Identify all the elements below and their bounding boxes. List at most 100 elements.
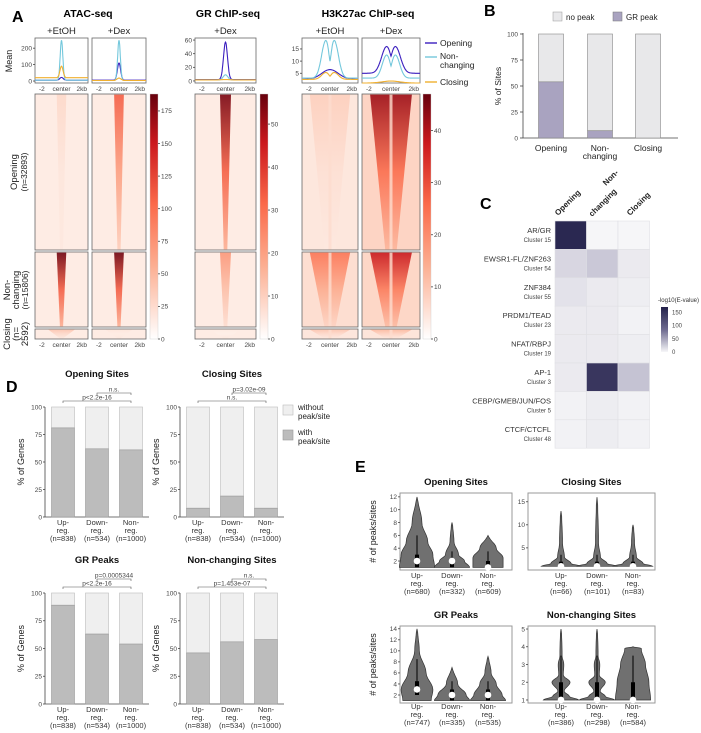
legend-label: peak/site — [298, 437, 331, 446]
y-tick-label: 15 — [292, 46, 300, 53]
legend-label: peak/site — [298, 412, 331, 421]
heatmap-cell — [586, 305, 619, 335]
colorbar-tick-label: 0 — [434, 336, 438, 343]
heatmap-cell — [617, 362, 650, 392]
colorbar-tick-label: 175 — [161, 108, 172, 115]
x-category-label: reg. — [591, 710, 604, 719]
y-tick-label: 60 — [185, 37, 193, 44]
heatmap-cell — [554, 249, 587, 279]
column-label: Closing — [625, 190, 652, 217]
profile-ylabel: Mean — [4, 50, 14, 73]
y-tick-label: 75 — [511, 57, 519, 64]
y-axis-label: # of peaks/sites — [368, 633, 378, 696]
heatmap-center-dip — [389, 94, 393, 250]
heatmap-center-dip — [328, 94, 332, 250]
motif-cluster: Cluster 15 — [524, 238, 552, 244]
bar-without-peak — [119, 406, 143, 451]
y-tick-label: 25 — [511, 109, 519, 116]
y-tick-label: 0 — [173, 701, 177, 708]
x-category-label: Up- — [192, 705, 205, 714]
x-category-label: (n=332) — [439, 587, 466, 596]
significance-bracket — [197, 586, 267, 589]
heatmap-cell — [586, 362, 619, 392]
x-tick-label: -2 — [199, 342, 205, 349]
y-tick-label: 25 — [170, 674, 178, 681]
profile-line-closing — [92, 77, 146, 82]
y-tick-label: 75 — [35, 432, 43, 439]
colorbar-tick-label: 10 — [434, 284, 442, 291]
colorbar-tick-label: 40 — [271, 164, 279, 171]
y-tick-label: 2 — [393, 558, 397, 565]
y-tick-label: 75 — [35, 618, 43, 625]
y-tick-label: 25 — [35, 487, 43, 494]
x-tick-label: center — [216, 342, 235, 349]
heatmap-cell — [617, 220, 650, 250]
x-category-label: Down- — [441, 702, 463, 711]
heatmap-signal — [114, 94, 124, 250]
row-group-label: Opening — [9, 154, 20, 190]
heatmap-center-dip — [328, 252, 332, 327]
p-value-label: p=0.0005344 — [95, 573, 134, 580]
x-category-label: reg. — [260, 526, 273, 535]
x-category-label: (n=838) — [50, 721, 77, 730]
violin — [576, 497, 618, 567]
x-category-label: reg. — [446, 579, 459, 588]
x-category-label: Down- — [586, 702, 608, 711]
x-category-label: (n=838) — [185, 534, 212, 543]
x-tick-label: -2 — [96, 342, 102, 349]
profile-line-closing — [302, 72, 358, 80]
x-category-label: Up- — [411, 702, 424, 711]
x-tick-label: -2 — [306, 342, 312, 349]
x-category-label: (n=101) — [584, 587, 611, 596]
heatmap-cell — [554, 391, 587, 421]
profile-line-non-changing — [302, 39, 358, 79]
significance-bracket — [62, 400, 132, 403]
heatmap-cell — [586, 391, 619, 421]
bar-with-peak — [186, 507, 210, 518]
colorbar-tick-label: 150 — [161, 141, 172, 148]
motif-cluster: Cluster 3 — [527, 380, 552, 386]
motif-name: AP-1 — [534, 368, 551, 377]
y-tick-label: 0 — [38, 701, 42, 708]
y-tick-label: 0 — [38, 514, 42, 521]
heatmap-cell — [617, 419, 650, 449]
column-label: Opening — [553, 188, 582, 217]
bar-no-peak — [635, 33, 661, 139]
significance-bracket — [197, 400, 267, 403]
x-category-label: reg. — [192, 713, 205, 722]
y-tick-label: 15 — [518, 499, 526, 506]
heatmap-center-dip — [328, 329, 332, 339]
x-category-label: (n=386) — [548, 718, 575, 727]
x-tick-label: 2kb — [135, 342, 146, 349]
legend-label: Non- — [440, 51, 459, 61]
p-value-label: p=3.02e-09 — [232, 387, 265, 394]
y-tick-label: 12 — [390, 637, 398, 644]
colorbar-tick-label: 10 — [271, 293, 279, 300]
violin-median — [557, 563, 565, 570]
y-axis-label: # of peaks/sites — [368, 500, 378, 563]
bar-with-peak — [220, 641, 244, 705]
violin-median — [448, 691, 456, 699]
p-value-label: n.s. — [109, 387, 120, 394]
heatmap-cell — [554, 220, 587, 250]
heatmap-signal — [220, 94, 231, 250]
significance-bracket — [231, 392, 267, 395]
motif-cluster: Cluster 48 — [524, 437, 552, 443]
x-category-label: (n=584) — [620, 718, 647, 727]
column-label: changing — [587, 187, 619, 219]
y-axis-label: % of Genes — [151, 438, 161, 486]
colorbar-tick-label: 50 — [271, 121, 279, 128]
bar-with-peak — [119, 449, 143, 518]
p-value-label: n.s. — [227, 395, 238, 402]
x-category-label: (n=1000) — [116, 721, 147, 730]
y-tick-label: 100 — [166, 590, 177, 597]
x-tick-label: center — [382, 342, 401, 349]
y-tick-label: 50 — [170, 459, 178, 466]
bar-without-peak — [220, 406, 244, 497]
y-tick-label: 5 — [521, 626, 525, 633]
heatmap-cell — [554, 362, 587, 392]
colorbar — [259, 93, 269, 340]
heatmap-cell — [617, 249, 650, 279]
y-tick-label: 100 — [31, 404, 42, 411]
colorbar — [149, 93, 159, 340]
